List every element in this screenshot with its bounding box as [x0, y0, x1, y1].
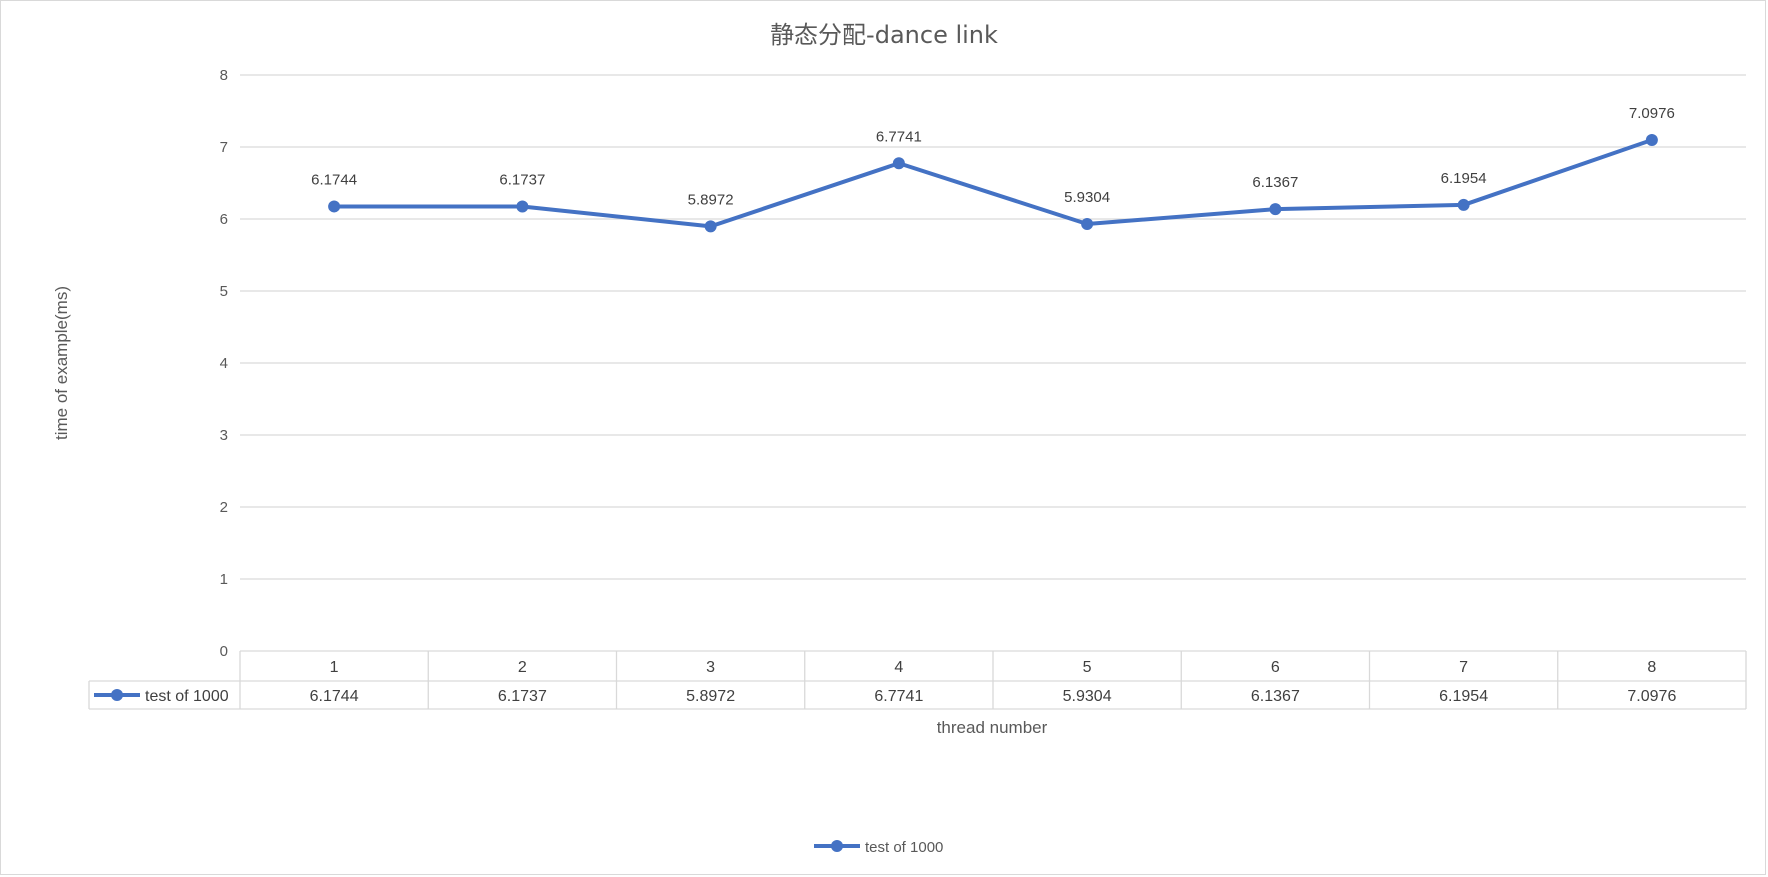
y-tick-label: 8: [220, 67, 228, 84]
data-label: 6.1367: [1252, 174, 1298, 191]
series-line-layer: [328, 133, 1658, 233]
data-label: 7.0976: [1629, 105, 1675, 122]
x-tick-label: 2: [518, 659, 527, 676]
x-tick-label: 5: [1083, 659, 1092, 676]
x-tick-label: 3: [706, 659, 715, 676]
y-tick-label: 7: [220, 139, 228, 156]
y-tick-label: 5: [220, 283, 228, 300]
x-axis-label: thread number: [937, 718, 1048, 737]
chart-title: 静态分配-dance link: [770, 21, 998, 49]
y-tick-label: 2: [220, 499, 228, 516]
table-cell-value: 6.1744: [310, 688, 359, 705]
data-label: 6.1737: [499, 171, 545, 188]
table-series-name: test of 1000: [145, 688, 229, 705]
legend: test of 1000: [814, 839, 943, 856]
table-cell-value: 6.1737: [498, 688, 547, 705]
data-point: [516, 200, 529, 213]
data-point: [1081, 218, 1094, 231]
series-line: [334, 138, 1653, 229]
x-tick-label: 6: [1271, 659, 1280, 676]
data-point: [892, 157, 905, 170]
legend-marker-icon: [831, 840, 843, 852]
x-tick-label: 4: [894, 659, 903, 676]
y-tick-label: 6: [220, 211, 228, 228]
table-cell-value: 5.9304: [1063, 688, 1112, 705]
data-label: 6.1954: [1441, 170, 1487, 187]
table-cell-value: 6.7741: [874, 688, 923, 705]
legend-entry-label: test of 1000: [865, 839, 943, 856]
y-axis-label: time of example(ms): [52, 286, 71, 440]
y-tick-label: 3: [220, 427, 228, 444]
data-label: 6.7741: [876, 128, 922, 145]
data-point: [704, 220, 717, 233]
data-label: 5.8972: [688, 191, 734, 208]
data-point: [1269, 203, 1282, 216]
x-tick-label: 7: [1459, 659, 1468, 676]
y-tick-label: 4: [220, 355, 228, 372]
gridlines: [240, 74, 1746, 580]
y-axis-ticks: 0 1 2 3 4 5 6 7 8: [220, 67, 228, 660]
table-cell-value: 6.1954: [1439, 688, 1488, 705]
data-point: [328, 200, 341, 213]
data-label: 5.9304: [1064, 189, 1110, 206]
data-labels: 6.1744 6.1737 5.8972 6.7741 5.9304 6.1367 6.19…: [311, 105, 1675, 208]
table-cell-value: 5.8972: [686, 688, 735, 705]
data-table: 1 2 3 4 5 6 7 8 test of 1000 6.1744 6.1737 5.8972 6.…: [88, 650, 1747, 710]
y-tick-label: 0: [220, 643, 228, 660]
x-tick-label: 8: [1647, 659, 1656, 676]
table-cell-value: 7.0976: [1627, 688, 1676, 705]
data-point: [1645, 133, 1658, 146]
table-cell-value: 6.1367: [1251, 688, 1300, 705]
data-label: 6.1744: [311, 171, 357, 188]
table-legend-marker-icon: [111, 689, 123, 701]
y-tick-label: 1: [220, 571, 228, 588]
data-point: [1457, 198, 1470, 211]
x-tick-label: 1: [330, 659, 339, 676]
